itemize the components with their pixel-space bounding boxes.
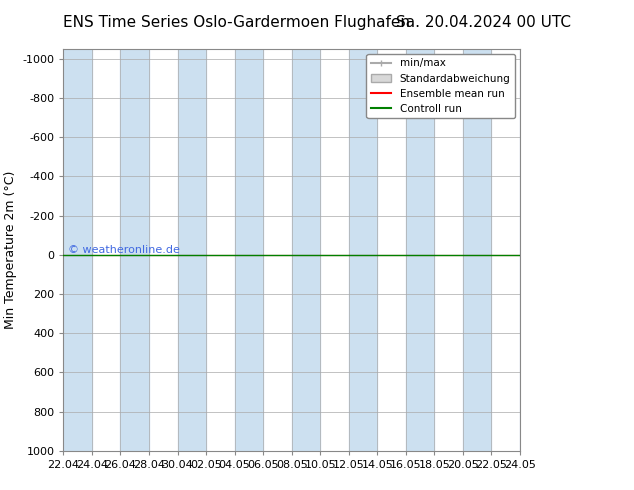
Bar [235, 49, 263, 451]
Legend: min/max, Standardabweichung, Ensemble mean run, Controll run: min/max, Standardabweichung, Ensemble me… [366, 54, 515, 118]
Bar [406, 49, 434, 451]
Bar [63, 49, 92, 451]
Bar [120, 49, 149, 451]
Text: ENS Time Series Oslo-Gardermoen Flughafen: ENS Time Series Oslo-Gardermoen Flughafe… [63, 15, 410, 30]
Bar [178, 49, 206, 451]
Text: © weatheronline.de: © weatheronline.de [68, 245, 180, 255]
Text: Sa. 20.04.2024 00 UTC: Sa. 20.04.2024 00 UTC [396, 15, 571, 30]
Y-axis label: Min Temperature 2m (°C): Min Temperature 2m (°C) [4, 171, 17, 329]
Bar [463, 49, 491, 451]
Bar [349, 49, 377, 451]
Bar [520, 49, 548, 451]
Bar [292, 49, 320, 451]
